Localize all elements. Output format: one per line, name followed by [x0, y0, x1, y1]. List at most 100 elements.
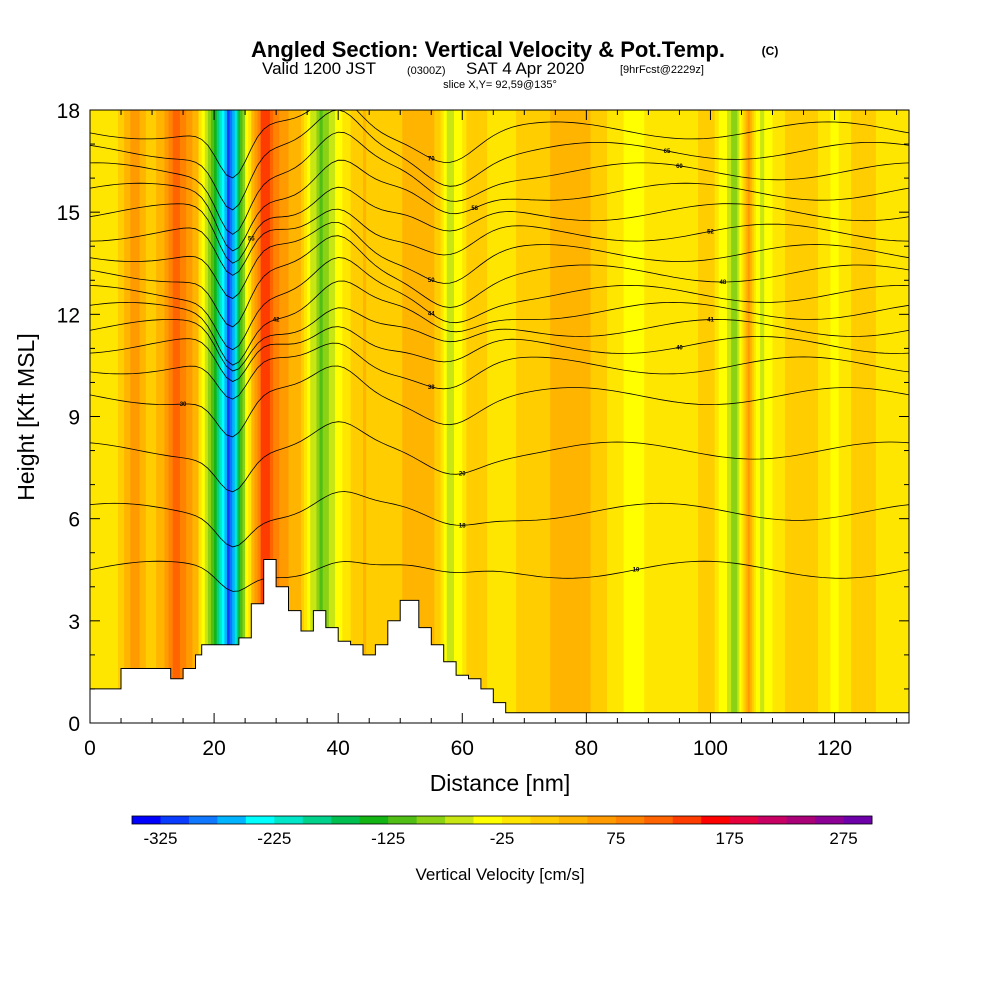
subtitle-valid: Valid 1200 JST	[262, 59, 376, 78]
velocity-cell	[350, 110, 356, 723]
theta-contour-label: 40	[676, 345, 683, 351]
velocity-cell	[204, 110, 209, 723]
velocity-cell	[753, 110, 757, 723]
y-axis-label: Height [Kft MSL]	[13, 333, 39, 500]
velocity-cell	[499, 110, 505, 723]
velocity-cell	[381, 110, 387, 723]
velocity-cell	[755, 110, 759, 723]
velocity-cell	[389, 110, 395, 723]
velocity-cell	[121, 110, 125, 723]
colorbar-swatch	[615, 816, 645, 824]
velocity-cell	[749, 110, 753, 723]
y-tick-label: 12	[57, 304, 80, 327]
velocity-cell	[378, 110, 383, 723]
velocity-cell	[892, 110, 898, 723]
velocity-cell	[470, 110, 476, 723]
velocity-cell	[410, 110, 416, 723]
velocity-cell	[346, 110, 352, 723]
velocity-cell	[636, 110, 641, 723]
velocity-cell	[431, 110, 435, 723]
plot-area: 10 18 20 30 38 40 41 42 44 48 50 52 55 58 60 65 70	[90, 110, 909, 723]
velocity-cell	[145, 110, 150, 723]
subtitle-utc: (0300Z)	[407, 65, 446, 77]
velocity-cell	[285, 110, 290, 723]
velocity-cell	[458, 110, 463, 723]
velocity-cell	[586, 110, 592, 723]
theta-contour-line	[90, 280, 909, 366]
velocity-cell	[555, 110, 562, 723]
velocity-cell	[880, 110, 885, 723]
theta-contour-label: 18	[459, 523, 466, 529]
colorbar-swatch	[786, 816, 816, 824]
x-tick-label: 20	[202, 737, 225, 760]
velocity-cell	[427, 110, 432, 723]
velocity-cell	[581, 110, 587, 723]
velocity-cell	[826, 110, 832, 723]
colorbar-swatch	[132, 816, 161, 824]
velocity-cell	[148, 110, 153, 723]
velocity-cell	[440, 110, 445, 723]
velocity-cell	[207, 110, 212, 723]
velocity-cell	[669, 110, 674, 723]
velocity-cell	[454, 110, 459, 723]
velocity-cell	[156, 110, 161, 723]
theta-contour-label: 52	[707, 229, 714, 235]
theta-contour-label: 60	[676, 164, 683, 170]
velocity-cell	[288, 110, 293, 723]
velocity-cell	[342, 110, 348, 723]
velocity-cell	[780, 110, 786, 723]
velocity-cell	[875, 110, 881, 723]
velocity-cell	[201, 110, 206, 723]
theta-contour-label: 38	[428, 385, 435, 391]
velocity-cell	[325, 110, 330, 723]
velocity-cell	[598, 110, 604, 723]
velocity-cell	[677, 110, 683, 723]
theta-contour-line	[90, 491, 909, 548]
colorbar-swatch	[274, 816, 304, 824]
velocity-cell	[702, 110, 707, 723]
theta-contour-label: 30	[180, 402, 187, 408]
velocity-cell	[474, 110, 480, 723]
theta-contour-label: 41	[707, 318, 714, 324]
slice-label: slice X,Y= 92,59@135°	[443, 79, 557, 91]
x-tick-label: 100	[693, 737, 728, 760]
velocity-cell	[133, 110, 138, 723]
colorbar-swatch	[445, 816, 474, 824]
colorbar-swatch	[758, 816, 788, 824]
theta-contour-label: 42	[273, 317, 280, 323]
velocity-cell	[607, 110, 612, 723]
velocity-cell	[446, 110, 451, 723]
velocity-cell	[673, 110, 678, 723]
velocity-cell	[142, 110, 147, 723]
velocity-cell	[366, 110, 370, 723]
velocity-cell	[313, 110, 318, 723]
theta-contour-line	[90, 131, 909, 235]
velocity-cell	[172, 110, 178, 723]
colorbar-swatch	[388, 816, 418, 824]
velocity-cell	[269, 110, 274, 723]
colorbar-swatch	[672, 816, 702, 824]
velocity-cell	[186, 110, 190, 723]
velocity-cell	[602, 110, 608, 723]
colorbar-ticks: -325 -225 -125 -25 75 175 275	[143, 829, 857, 848]
velocity-cell	[859, 110, 865, 723]
velocity-cell	[590, 110, 596, 723]
velocity-cell	[254, 110, 259, 723]
velocity-cell	[834, 110, 840, 723]
x-tick-label: 0	[84, 737, 96, 760]
velocity-cell	[372, 110, 377, 723]
velocity-cell	[560, 110, 567, 723]
velocity-cell	[863, 110, 869, 723]
velocity-cell	[248, 110, 252, 723]
velocity-cell	[747, 110, 751, 723]
velocity-cell	[294, 110, 299, 723]
velocity-cell	[319, 110, 324, 723]
velocity-cell	[570, 110, 577, 723]
theta-contour-line	[90, 365, 909, 438]
velocity-cell	[594, 110, 600, 723]
velocity-cell	[813, 110, 819, 723]
velocity-cell	[316, 110, 321, 723]
colorbar-swatch	[815, 816, 844, 824]
velocity-cell	[545, 110, 551, 723]
velocity-cell	[809, 110, 815, 723]
